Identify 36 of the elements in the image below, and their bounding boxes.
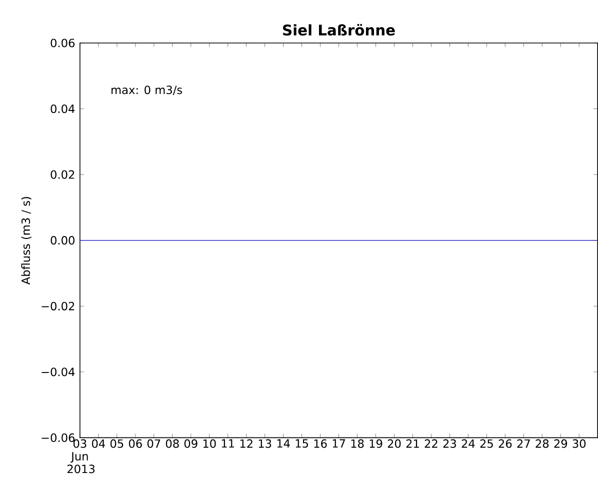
y-axis-title: Abfluss (m3 / s): [21, 197, 32, 285]
y-tick-label: 0.02: [50, 170, 74, 179]
x-tick-label: 11: [222, 439, 234, 448]
x-tick-label: 29: [554, 439, 568, 448]
x-tick-label: 07: [147, 439, 160, 448]
x-tick-label: 08: [166, 439, 179, 448]
x-tick-label: 06: [128, 439, 142, 448]
x-tick-label: 16: [314, 439, 327, 448]
y-tick-label: −0.04: [42, 368, 75, 376]
x-tick-label: 10: [203, 439, 216, 448]
x-tick-label: 18: [351, 439, 364, 448]
x-tick-label: 17: [332, 439, 346, 448]
x-tick-label: 19: [370, 439, 382, 448]
x-tick-label: 05: [110, 439, 124, 448]
x-tick-label: 15: [296, 439, 308, 448]
y-tick-label: 0.00: [50, 236, 74, 245]
x-tick-label: 14: [277, 439, 290, 448]
annotation: max: 0 m3/s: [112, 86, 182, 96]
x-tick-label: 25: [480, 439, 493, 448]
x-tick-label: 13: [258, 439, 272, 448]
y-tick-label: −0.02: [42, 302, 74, 311]
x-tick-label: 28: [536, 439, 549, 448]
y-tick-label: 0.04: [50, 104, 75, 114]
x-tick-label: 09: [184, 439, 198, 448]
x-tick-label: 30: [572, 439, 586, 448]
x-tick-label: 21: [406, 439, 419, 448]
x-tick-label: 23: [443, 439, 456, 448]
x-tick-label: 26: [498, 439, 512, 448]
y-tick-label: 0.06: [50, 38, 75, 48]
x-tick-label: 27: [517, 439, 530, 448]
x-tick-label: 24: [462, 439, 475, 448]
chart-title: Siel Laßrönne: [283, 24, 395, 36]
x-tick-label: 20: [388, 439, 401, 448]
y-tick-label: −0.06: [42, 434, 75, 442]
x-tick-label: 22: [424, 439, 438, 448]
x-tick-label: 12: [240, 439, 252, 448]
